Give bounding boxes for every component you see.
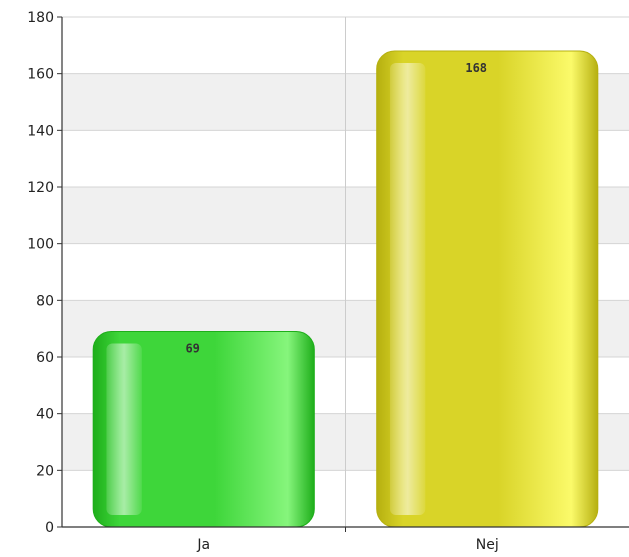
y-tick-label: 100	[27, 237, 54, 253]
bars	[92, 50, 599, 528]
data-label: 69	[185, 342, 199, 356]
y-tick-label: 80	[36, 293, 54, 309]
y-tick-label: 60	[36, 350, 54, 366]
data-label: 168	[465, 61, 487, 75]
bar-highlight	[389, 63, 426, 515]
axes	[57, 16, 629, 532]
labels: 0 20 40 60 80 100 120 140 160 180 69 Ja 168 Nej	[27, 10, 498, 553]
x-category-label: Nej	[476, 537, 499, 553]
y-tick-label: 140	[27, 123, 54, 139]
x-category-label: Ja	[196, 537, 210, 553]
y-tick-label: 40	[36, 407, 54, 423]
y-tick-label: 180	[27, 10, 54, 26]
bar-highlight	[106, 343, 142, 515]
y-tick-label: 160	[27, 67, 54, 83]
y-tick-label: 120	[27, 180, 54, 196]
y-tick-label: 0	[45, 520, 54, 536]
y-tick-label: 20	[36, 463, 54, 479]
